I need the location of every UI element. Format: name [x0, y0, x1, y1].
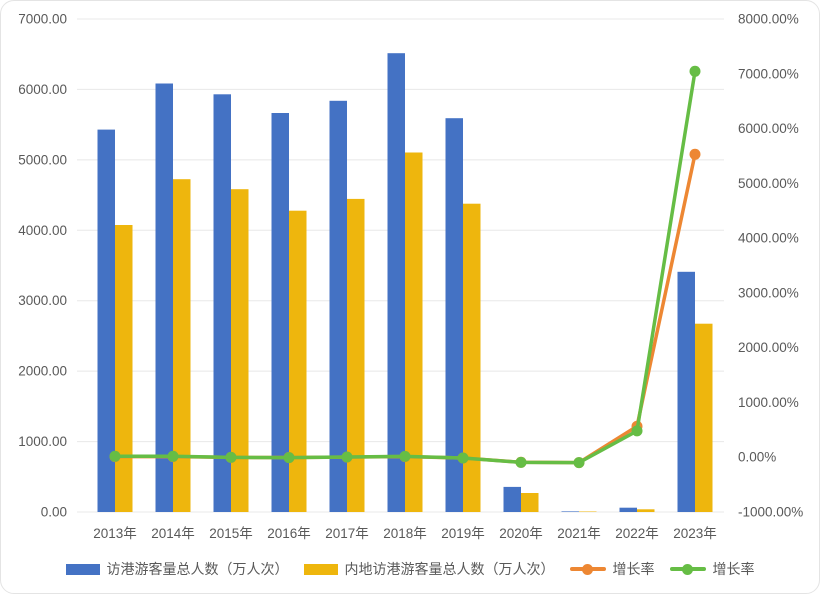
x-axis-label: 2017年: [325, 526, 369, 541]
line-marker: [689, 148, 701, 160]
bar: [347, 198, 365, 512]
y-axis-right-tick: -1000.00%: [738, 505, 803, 520]
bar: [155, 83, 173, 512]
bar: [405, 152, 423, 512]
bar: [271, 113, 289, 512]
bar: [695, 323, 713, 512]
legend-label-growth-rate-green: 增长率: [712, 561, 755, 577]
y-axis-right-tick: 5000.00%: [738, 176, 799, 191]
line-marker: [167, 450, 179, 462]
bar-series-1: [115, 152, 713, 512]
x-axis-labels: 2013年 2014年 2015年 2016年 2017年 2018年 2019年 2020年…: [93, 526, 717, 541]
y-axis-right-tick: 7000.00%: [738, 66, 799, 81]
line-marker: [109, 450, 121, 462]
bar: [173, 179, 191, 512]
bar: [521, 493, 539, 512]
legend-item-growth-rate-orange: 增长率: [569, 559, 655, 579]
legend-item-mainland-visitors: 内地访港游客量总人数（万人次）: [303, 559, 555, 579]
x-axis-label: 2021年: [557, 526, 601, 541]
line-marker: [399, 450, 411, 462]
bar: [619, 507, 637, 512]
y-axis-left-tick: 3000.00: [18, 293, 67, 308]
x-axis-label: 2015年: [209, 526, 253, 541]
line-series-1: [109, 65, 701, 469]
legend-bar-swatch-yellow-icon: [303, 563, 338, 575]
x-axis-label: 2018年: [383, 526, 427, 541]
bar: [561, 511, 579, 512]
line-marker: [225, 451, 237, 463]
bar: [213, 94, 231, 513]
y-axis-right-tick: 2000.00%: [738, 340, 799, 355]
x-axis-label: 2019年: [441, 526, 485, 541]
y-axis-right: -1000.00% 0.00% 1000.00% 2000.00% 3000.00% 40…: [738, 12, 803, 520]
y-axis-left-tick: 2000.00: [18, 364, 67, 379]
y-axis-left-tick: 4000.00: [18, 223, 67, 238]
x-axis-label: 2022年: [615, 526, 659, 541]
legend-label-growth-rate-orange: 增长率: [612, 561, 655, 577]
x-axis-label: 2020年: [499, 526, 543, 541]
y-axis-right-tick: 1000.00%: [738, 395, 799, 410]
x-axis-label: 2023年: [673, 526, 717, 541]
x-axis-label: 2013年: [93, 526, 137, 541]
legend-line-dot-orange-icon: [582, 563, 593, 575]
bar: [445, 118, 463, 512]
bar: [329, 100, 347, 513]
bar: [231, 189, 249, 512]
y-axis-left-tick: 1000.00: [18, 434, 67, 449]
bar: [97, 129, 115, 512]
bar: [387, 53, 405, 512]
x-axis-label: 2016年: [267, 526, 311, 541]
line-marker: [457, 452, 469, 464]
y-axis-right-tick: 6000.00%: [738, 121, 799, 136]
line-marker: [689, 65, 701, 77]
legend-line-swatch-orange-icon: [569, 563, 606, 575]
line-marker: [631, 425, 643, 437]
bar: [503, 486, 521, 512]
line-marker: [341, 451, 353, 463]
line-marker: [573, 457, 585, 469]
y-axis-left-tick: 7000.00: [18, 12, 67, 27]
bar: [579, 511, 597, 512]
y-axis-left-tick: 0.00: [41, 505, 67, 520]
y-axis-left: 0.00 1000.00 2000.00 3000.00 4000.00 5000.00 6…: [18, 12, 67, 520]
bar: [463, 203, 481, 512]
legend-label-mainland-visitors: 内地访港游客量总人数（万人次）: [344, 561, 555, 577]
bar: [115, 225, 133, 512]
x-axis-label: 2014年: [151, 526, 195, 541]
y-axis-left-tick: 5000.00: [18, 152, 67, 167]
legend-line-dot-green-icon: [682, 563, 693, 575]
legend-bar-swatch-blue-icon: [65, 563, 100, 575]
y-axis-right-tick: 8000.00%: [738, 12, 799, 27]
line-marker: [283, 452, 295, 464]
legend-item-total-visitors: 访港游客量总人数（万人次）: [65, 559, 289, 579]
y-axis-right-tick: 3000.00%: [738, 285, 799, 300]
legend-label-total-visitors: 访港游客量总人数（万人次）: [106, 561, 289, 577]
bar: [677, 271, 695, 512]
bar-series-0: [97, 53, 695, 513]
dual-axis-chart: 0.00 1000.00 2000.00 3000.00 4000.00 5000.00 6…: [18, 12, 803, 542]
chart-legend: 访港游客量总人数（万人次） 内地访港游客量总人数（万人次） 增长率 增长率: [1, 553, 819, 585]
y-axis-left-tick: 6000.00: [18, 82, 67, 97]
legend-line-swatch-green-icon: [669, 563, 706, 575]
legend-item-growth-rate-green: 增长率: [669, 559, 755, 579]
y-axis-right-tick: 0.00%: [738, 450, 776, 465]
y-axis-right-tick: 4000.00%: [738, 231, 799, 246]
bar: [289, 210, 307, 512]
bar: [637, 509, 655, 512]
line-marker: [515, 456, 527, 468]
